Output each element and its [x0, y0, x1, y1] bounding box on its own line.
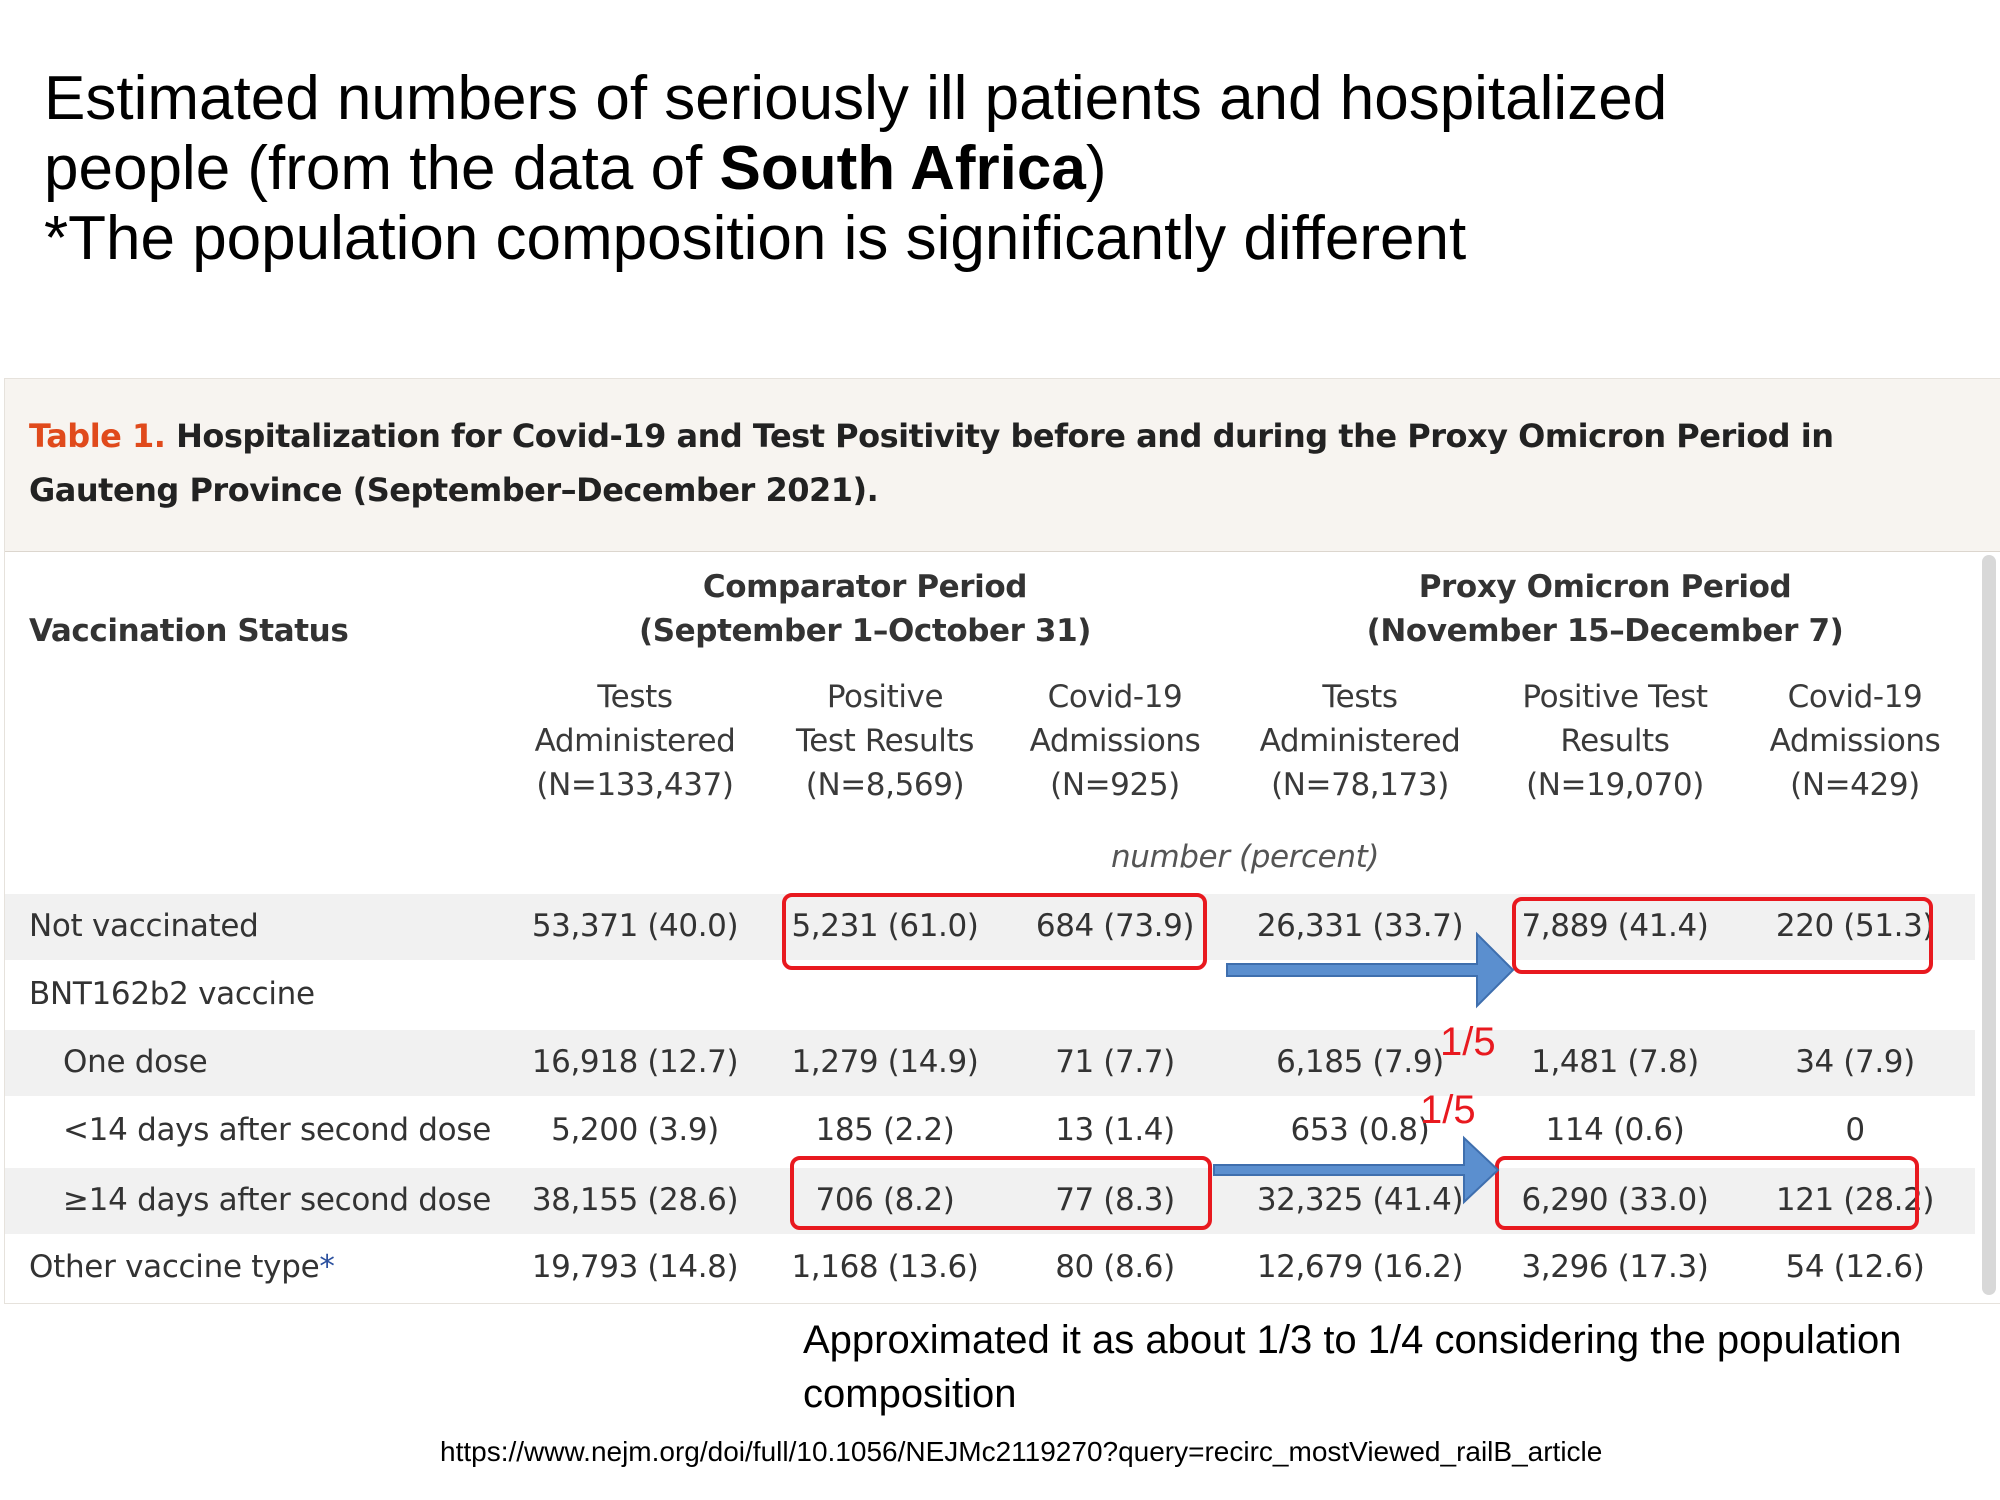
- slide-title: Estimated numbers of seriously ill patie…: [44, 64, 1944, 274]
- title-line-2: people (from the data of South Africa): [44, 134, 1944, 204]
- column-header: Tests Administered (N=133,437): [520, 675, 750, 807]
- row-band: [5, 894, 1975, 960]
- title-line-1: Estimated numbers of seriously ill patie…: [44, 64, 1668, 133]
- row-band: [5, 1030, 1975, 1096]
- table-cell: 684 (73.9): [1035, 908, 1195, 944]
- table-cell: 1,481 (7.8): [1531, 1044, 1699, 1080]
- table-cell: 16,918 (12.7): [531, 1044, 739, 1080]
- column-header-line: Results: [1560, 723, 1670, 759]
- table-cell: 185 (2.2): [815, 1112, 955, 1148]
- column-header-line: (N=925): [1050, 767, 1180, 803]
- table-cell: 0: [1845, 1112, 1865, 1148]
- source-url[interactable]: https://www.nejm.org/doi/full/10.1056/NE…: [440, 1436, 1603, 1467]
- title-line-3: *The population composition is significa…: [44, 204, 1467, 273]
- arrow-upper-icon: [1226, 931, 1515, 1009]
- highlight-box-comparator-unvaccinated: [782, 893, 1207, 970]
- column-header-line: (N=78,173): [1271, 767, 1449, 803]
- table-cell: 7,889 (41.4): [1521, 908, 1709, 944]
- row-band: [5, 1168, 1975, 1234]
- table-cell: 38,155 (28.6): [531, 1182, 739, 1218]
- table-cell: 1,168 (13.6): [791, 1249, 979, 1285]
- table-cell: 5,231 (61.0): [791, 908, 979, 944]
- column-header-line: Tests: [1322, 679, 1398, 715]
- column-header: Positive Test Results (N=8,569): [770, 675, 1000, 807]
- row-label: Other vaccine type*: [29, 1245, 335, 1289]
- arrow-upper-shape: [1226, 931, 1515, 1009]
- period2-name: Proxy Omicron Period: [1418, 569, 1792, 605]
- scrollbar[interactable]: [1982, 555, 1996, 1295]
- table-caption-label: Table 1.: [29, 417, 166, 455]
- table-cell: 220 (51.3): [1775, 908, 1935, 944]
- column-header-line: Admissions: [1029, 723, 1201, 759]
- table-cell: 1,279 (14.9): [791, 1044, 979, 1080]
- units-label: number (percent): [1110, 839, 1380, 875]
- table-cell: 12,679 (16.2): [1256, 1249, 1464, 1285]
- row-label: ≥14 days after second dose: [63, 1182, 491, 1218]
- column-header: Covid-19 Admissions (N=925): [1000, 675, 1230, 807]
- column-header-line: (N=133,437): [536, 767, 734, 803]
- table-cell: 80 (8.6): [1055, 1249, 1175, 1285]
- table-cell: 19,793 (14.8): [531, 1249, 739, 1285]
- table-cell: 34 (7.9): [1795, 1044, 1915, 1080]
- table-cell: 71 (7.7): [1055, 1044, 1175, 1080]
- column-header: Covid-19 Admissions (N=429): [1740, 675, 1970, 807]
- column-header-line: Admissions: [1769, 723, 1941, 759]
- highlight-box-omicron-unvaccinated: [1512, 897, 1933, 974]
- period1-name: Comparator Period: [702, 569, 1028, 605]
- column-header-line: (N=8,569): [805, 767, 965, 803]
- table-cell: 6,185 (7.9): [1276, 1044, 1444, 1080]
- column-header: Tests Administered (N=78,173): [1240, 675, 1480, 807]
- period1-dates: (September 1–October 31): [638, 613, 1092, 649]
- table-caption: Table 1. Hospitalization for Covid-19 an…: [29, 409, 1929, 517]
- row-label: BNT162b2 vaccine: [29, 976, 315, 1012]
- column-header-line: Covid-19: [1047, 679, 1183, 715]
- approximation-note: Approximated it as about 1/3 to 1/4 cons…: [803, 1318, 1902, 1416]
- table-cell: 53,371 (40.0): [531, 908, 739, 944]
- row-label: One dose: [63, 1044, 208, 1080]
- table-cell: 54 (12.6): [1785, 1249, 1925, 1285]
- row-label: <14 days after second dose: [63, 1112, 491, 1148]
- row-label: Not vaccinated: [29, 908, 259, 944]
- column-header: Positive Test Results (N=19,070): [1495, 675, 1735, 807]
- ratio-label-upper: 1/5: [1440, 1020, 1496, 1064]
- column-header-line: (N=19,070): [1526, 767, 1704, 803]
- table-caption-text: Hospitalization for Covid-19 and Test Po…: [29, 417, 1834, 509]
- column-header-line: (N=429): [1790, 767, 1920, 803]
- table-cell: 6,290 (33.0): [1521, 1182, 1709, 1218]
- column-header-line: Covid-19: [1787, 679, 1923, 715]
- column-header-line: Positive: [826, 679, 944, 715]
- highlight-box-omicron-second-dose: [1495, 1156, 1919, 1230]
- title-line-2-pre: people (from the data of: [44, 134, 720, 203]
- column-header-line: Administered: [534, 723, 736, 759]
- table-panel: Table 1. Hospitalization for Covid-19 an…: [4, 378, 2000, 1304]
- table-cell: 653 (0.8): [1290, 1112, 1430, 1148]
- ratio-label-lower: 1/5: [1420, 1088, 1476, 1132]
- table-cell: 3,296 (17.3): [1521, 1249, 1709, 1285]
- row-label-text: Other vaccine type: [29, 1249, 320, 1285]
- column-header-line: Positive Test: [1522, 679, 1708, 715]
- period2-dates: (November 15–December 7): [1366, 613, 1844, 649]
- arrow-lower-icon: [1213, 1135, 1500, 1205]
- table-cell: 26,331 (33.7): [1256, 908, 1464, 944]
- title-line-2-post: ): [1085, 134, 1107, 203]
- column-header-line: Administered: [1259, 723, 1461, 759]
- table-cell: 121 (28.2): [1775, 1182, 1935, 1218]
- table-caption-band: Table 1. Hospitalization for Covid-19 an…: [5, 379, 2000, 552]
- table-cell: 32,325 (41.4): [1256, 1182, 1464, 1218]
- table-cell: 13 (1.4): [1055, 1112, 1175, 1148]
- highlight-box-comparator-second-dose: [790, 1156, 1212, 1230]
- table-cell: 5,200 (3.9): [551, 1112, 719, 1148]
- table-cell: 77 (8.3): [1055, 1182, 1175, 1218]
- arrow-lower-shape: [1213, 1135, 1500, 1205]
- column-header-line: Test Results: [795, 723, 975, 759]
- row-header-label: Vaccination Status: [29, 613, 349, 649]
- footnote-marker[interactable]: *: [319, 1249, 335, 1285]
- column-header-line: Tests: [597, 679, 673, 715]
- title-country: South Africa: [719, 134, 1086, 203]
- table-cell: 114 (0.6): [1545, 1112, 1685, 1148]
- table-cell: 706 (8.2): [815, 1182, 955, 1218]
